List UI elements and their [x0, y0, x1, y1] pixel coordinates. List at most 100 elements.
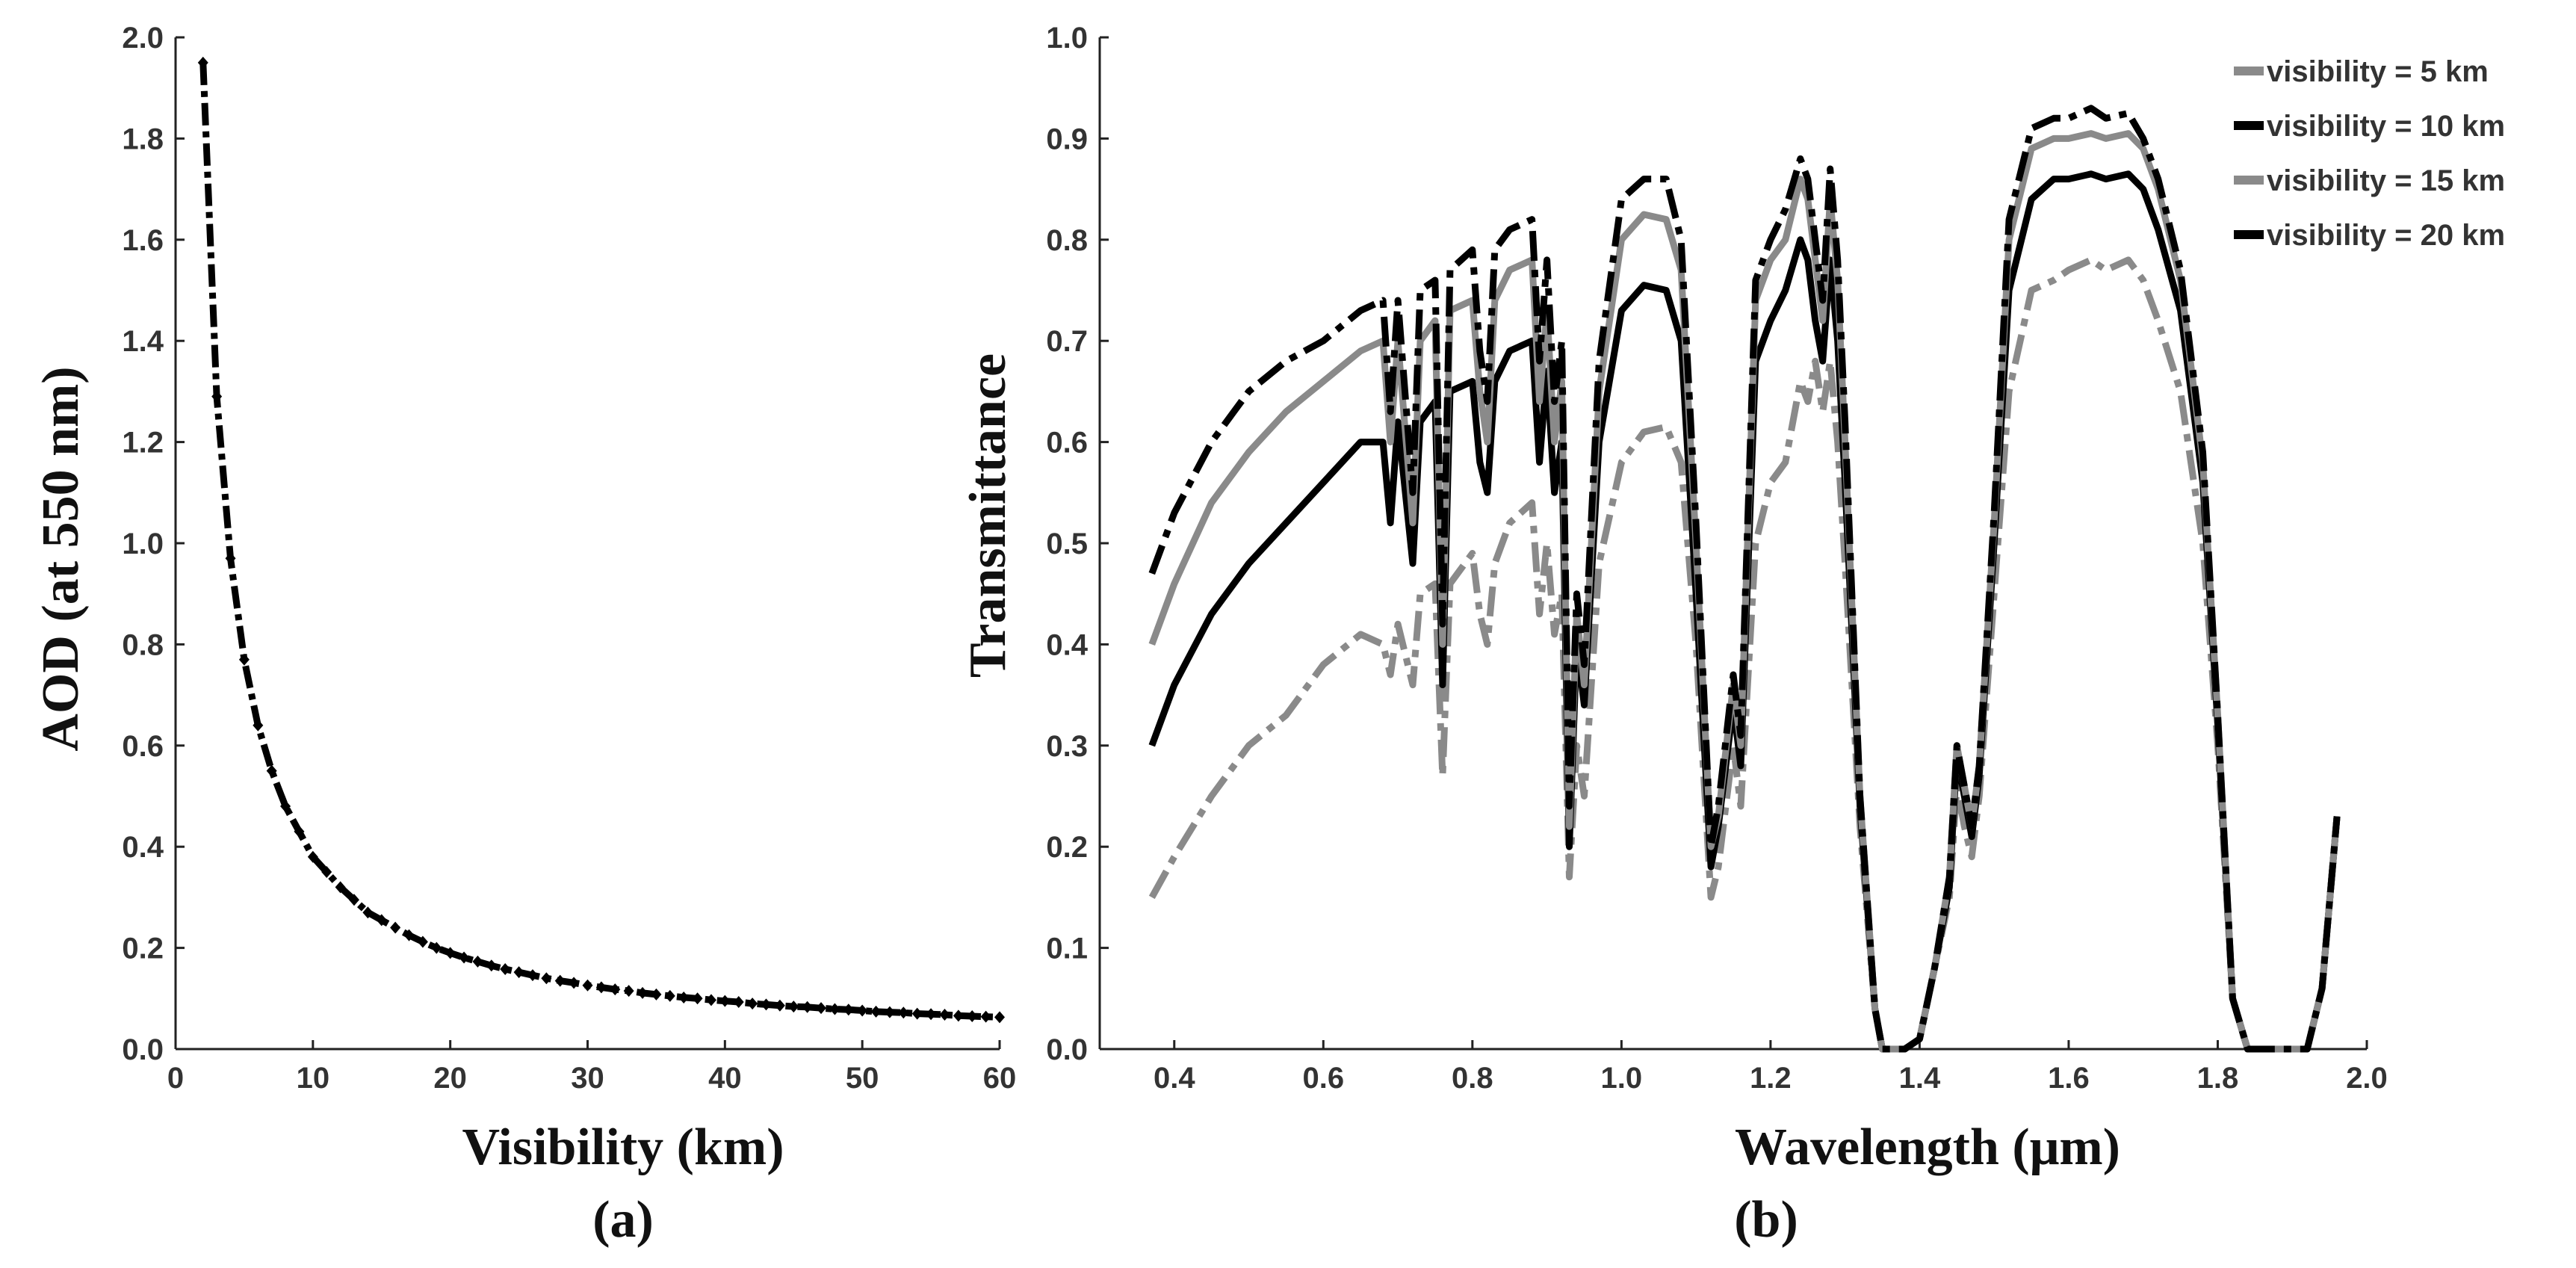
panel-b-y-tick-label: 1.0	[1046, 22, 1088, 55]
panel-b-label: (b)	[1734, 1191, 1798, 1249]
panel-b-y-tick-label: 0.6	[1046, 427, 1088, 460]
legend-label: visibility = 5 km	[2267, 55, 2489, 88]
panel-a-data-point	[816, 1002, 827, 1015]
panel-a-data-point	[211, 390, 223, 403]
panel-b-y-tick-label: 0.1	[1046, 933, 1088, 965]
legend-label: visibility = 20 km	[2267, 219, 2505, 252]
panel-a-data-point	[362, 906, 374, 919]
panel-b-chart: 0.4 0.6 0.8 1.0 1.2 1.4 1.6 1.8 2.0 0.0 0.1 0.2 0.3 0…	[959, 22, 2505, 1249]
panel-a-data-point	[994, 1011, 1005, 1024]
panel-a-y-tick-label: 0.6	[122, 730, 164, 763]
panel-a-data-point	[390, 921, 401, 934]
panel-a-data-point	[651, 988, 662, 1001]
panel-a-y-tick-label: 1.6	[122, 224, 164, 257]
panel-a-data-point	[197, 56, 208, 69]
panel-a-data-point	[595, 981, 607, 994]
panel-a-data-point	[692, 992, 703, 1005]
panel-b-x-tick-label: 1.0	[1601, 1062, 1643, 1095]
panel-a-x-tick-label: 0	[167, 1062, 184, 1095]
panel-b-x-tick-label: 0.4	[1154, 1062, 1195, 1095]
panel-a-data-point	[939, 1008, 950, 1021]
panel-a-data-point	[582, 979, 593, 992]
panel-a-y-tick-label: 0.2	[122, 933, 164, 965]
panel-b-y-tick-label: 0.5	[1046, 528, 1088, 560]
panel-a-aod-line	[199, 62, 1000, 1021]
panel-b-x-tick-label: 1.8	[2197, 1062, 2239, 1095]
panel-a-data-point	[719, 995, 731, 1007]
panel-a-data-point	[637, 986, 648, 999]
panel-a-data-point	[431, 941, 442, 954]
panel-a-data-point	[445, 947, 456, 959]
panel-a-data-point	[733, 996, 744, 1009]
panel-a-data-point	[829, 1003, 840, 1015]
panel-a-data-point	[623, 985, 634, 998]
panel-a-y-tick-label: 1.2	[122, 427, 164, 460]
panel-a-y-tick-label: 0.0	[122, 1033, 164, 1066]
panel-b-x-tick-label: 1.4	[1899, 1062, 1941, 1095]
legend-label: visibility = 15 km	[2267, 164, 2505, 197]
panel-a-data-point	[294, 825, 305, 838]
panel-a-data-point	[761, 998, 772, 1011]
panel-b-y-tick-label: 0.0	[1046, 1033, 1088, 1066]
panel-b-x-tick-label: 1.6	[2048, 1062, 2090, 1095]
panel-a-data-point	[280, 800, 291, 813]
panel-a-data-point	[348, 894, 359, 906]
panel-b-y-tick-label: 0.3	[1046, 730, 1088, 763]
panel-a-data-point	[554, 974, 566, 987]
panel-a-label: (a)	[592, 1191, 654, 1249]
panel-a-y-tick-label: 1.4	[122, 325, 164, 358]
panel-a-data-point	[307, 850, 318, 863]
panel-a-y-tick-label: 1.8	[122, 123, 164, 155]
panel-a-chart: 0 10 20 30 40 50 60 0.0 0.2 0.4 0.6 0.8 1.0 1.2 1.4 1.6…	[32, 22, 1016, 1249]
panel-a-data-point	[376, 914, 387, 927]
panel-b-y-tick-label: 0.7	[1046, 325, 1088, 358]
panel-b-series-20km	[1148, 105, 2341, 1053]
panel-b-y-tick-label: 0.8	[1046, 224, 1088, 257]
panel-a-data-point	[459, 951, 470, 964]
panel-a-data-point	[953, 1009, 964, 1022]
panel-a-data-point	[747, 998, 758, 1010]
panel-a-y-tick-label: 0.8	[122, 628, 164, 661]
panel-a-data-point	[541, 972, 552, 985]
panel-a-x-tick-label: 60	[983, 1062, 1017, 1095]
panel-a-data-point	[266, 764, 277, 777]
panel-b-x-axis-title: Wavelength (μm)	[1735, 1119, 2120, 1176]
panel-a-data-point	[788, 1001, 799, 1013]
panel-a-data-point	[253, 719, 264, 732]
panel-a-data-point	[664, 989, 675, 1002]
panel-a-data-point	[569, 977, 580, 989]
panel-a-data-point	[238, 653, 250, 666]
panel-a-data-point	[980, 1010, 991, 1023]
panel-a-y-axis-title: AOD (at 550 nm)	[32, 366, 90, 751]
panel-a-data-point	[678, 991, 690, 1003]
panel-b-y-tick-label: 0.4	[1046, 628, 1088, 661]
panel-a-data-point	[843, 1003, 854, 1016]
panel-a-data-point	[225, 552, 236, 565]
panel-a-data-point	[967, 1009, 978, 1022]
panel-a-data-point	[417, 935, 428, 948]
panel-b-legend: visibility = 5 km visibility = 10 km visib…	[2234, 55, 2505, 252]
panel-a-data-point	[926, 1008, 937, 1021]
panel-a-data-point	[335, 881, 346, 894]
panel-a-data-point	[500, 963, 511, 976]
panel-b-x-tick-label: 0.6	[1302, 1062, 1344, 1095]
panel-a-x-tick-label: 20	[433, 1062, 467, 1095]
panel-a-data-point	[527, 969, 538, 982]
panel-a-data-point	[774, 999, 785, 1012]
panel-a-data-point	[705, 994, 716, 1006]
panel-a-x-tick-label: 10	[297, 1062, 330, 1095]
panel-b-y-tick-label: 0.2	[1046, 831, 1088, 864]
panel-a-data-point	[884, 1006, 895, 1018]
panel-a-data-point	[898, 1006, 909, 1019]
panel-a-y-tick-label: 2.0	[122, 22, 164, 55]
panel-b-x-tick-label: 2.0	[2346, 1062, 2388, 1095]
panel-a-x-tick-label: 40	[708, 1062, 742, 1095]
panel-a-data-point	[472, 955, 483, 968]
legend-label: visibility = 10 km	[2267, 110, 2505, 143]
panel-a-x-tick-label: 50	[846, 1062, 879, 1095]
panel-b-x-tick-label: 1.2	[1750, 1062, 1792, 1095]
panel-a-data-point	[857, 1004, 868, 1017]
panel-a-data-point	[870, 1005, 882, 1018]
panel-a-y-tick-label: 1.0	[122, 528, 164, 560]
